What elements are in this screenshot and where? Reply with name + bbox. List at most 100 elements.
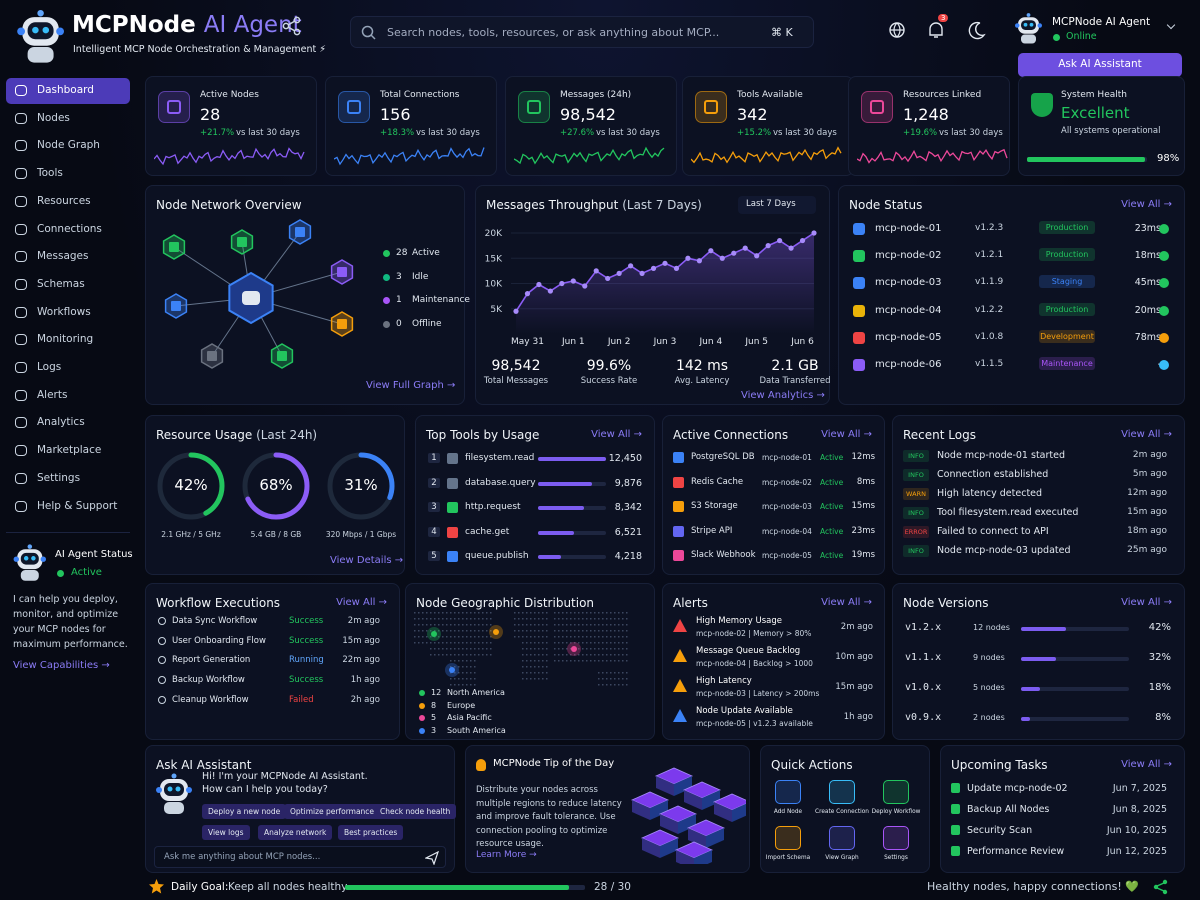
task-checkbox[interactable] — [951, 804, 960, 814]
suggestion-chip[interactable]: Optimize performance — [284, 804, 381, 819]
map-dot — [458, 630, 460, 632]
nav-item[interactable]: Workflows — [6, 300, 130, 326]
map-dot — [594, 660, 596, 662]
nav-item[interactable]: Logs — [6, 355, 130, 381]
map-dot — [514, 612, 516, 614]
view-capabilities-link[interactable]: View Capabilities → — [13, 660, 110, 671]
action-button[interactable] — [883, 780, 909, 804]
nav-item[interactable]: Help & Support — [6, 494, 130, 520]
map-dot — [470, 672, 472, 674]
map-dot — [622, 654, 624, 656]
workflow-name: Report Generation — [172, 655, 251, 666]
view-all-link[interactable]: View All → — [1121, 199, 1172, 210]
action-button[interactable] — [775, 780, 801, 804]
view-all-link[interactable]: View All → — [821, 429, 872, 440]
card-subtitle: (Last 7 Days) — [622, 198, 702, 212]
user-name: MCPNode AI Agent — [1052, 16, 1151, 28]
nav-item[interactable]: Dashboard — [6, 78, 130, 104]
summary-value: 142 ms — [675, 358, 729, 374]
view-full-graph-link[interactable]: View Full Graph → — [366, 380, 456, 391]
view-all-link[interactable]: View All → — [336, 597, 387, 608]
nav-item[interactable]: Analytics — [6, 410, 130, 436]
graphic — [414, 612, 628, 686]
stat-period: vs last 30 days — [596, 128, 660, 138]
suggestion-chip[interactable]: View logs — [202, 825, 250, 840]
view-all-link[interactable]: View All → — [1121, 759, 1172, 770]
health-percent: 98% — [1157, 153, 1180, 164]
suggestion-chip[interactable]: Analyze network — [258, 825, 333, 840]
view-all-link[interactable]: View All → — [1121, 597, 1172, 608]
task-checkbox[interactable] — [951, 783, 960, 793]
action-button[interactable] — [883, 826, 909, 850]
map-dot — [554, 660, 556, 662]
suggestion-chip[interactable]: Deploy a new node — [202, 804, 287, 819]
nav-item[interactable]: Schemas — [6, 272, 130, 298]
map-dot — [414, 612, 416, 614]
view-all-link[interactable]: View All → — [591, 429, 642, 440]
map-dot — [558, 642, 560, 644]
server-side — [656, 776, 674, 796]
map-dot — [558, 618, 560, 620]
point — [616, 270, 622, 276]
tool-bar-fill — [538, 555, 562, 559]
map-dot — [526, 618, 528, 620]
nav-item[interactable]: Resources — [6, 189, 130, 215]
map-dot — [474, 624, 476, 626]
map-dot — [582, 630, 584, 632]
action-button[interactable] — [775, 826, 801, 850]
map-dot — [546, 612, 548, 614]
nav-item[interactable]: Alerts — [6, 383, 130, 409]
task-checkbox[interactable] — [951, 846, 960, 856]
notification-badge: 3 — [938, 14, 949, 22]
view-details-link[interactable]: View Details → — [330, 555, 404, 566]
suggestion-chip[interactable]: Check node health — [374, 804, 457, 819]
nav-item[interactable]: Connections — [6, 217, 130, 243]
nav-item[interactable]: Settings — [6, 466, 130, 492]
map-dot — [486, 642, 488, 644]
map-dot — [542, 642, 544, 644]
map-dot — [466, 636, 468, 638]
learn-more-link[interactable]: Learn More → — [476, 850, 537, 860]
action-button[interactable] — [829, 780, 855, 804]
nav-item[interactable]: Tools — [6, 161, 130, 187]
point — [605, 275, 611, 282]
map-dot — [450, 624, 452, 626]
version-percent: 32% — [1148, 652, 1171, 663]
search-box[interactable]: Search nodes, tools, resources, or ask a… — [350, 16, 814, 48]
map-dot — [602, 630, 604, 632]
nav-item[interactable]: Monitoring — [6, 327, 130, 353]
map-dot — [490, 624, 492, 626]
map-dot — [578, 618, 580, 620]
log-message: Connection established — [937, 469, 1049, 480]
ask-ai-button[interactable]: Ask AI Assistant — [1018, 53, 1182, 77]
map-dot — [430, 642, 432, 644]
stat-value: 342 — [737, 105, 768, 124]
map-dot — [490, 612, 492, 614]
map-dot — [450, 660, 452, 662]
chat-input[interactable]: Ask me anything about MCP nodes... — [154, 846, 446, 868]
task-checkbox[interactable] — [951, 825, 960, 835]
map-dot — [514, 630, 516, 632]
suggestion-chip[interactable]: Best practices — [338, 825, 404, 840]
map-dot — [450, 642, 452, 644]
nav-item[interactable]: Nodes — [6, 106, 130, 132]
nav-item[interactable]: Node Graph — [6, 133, 130, 159]
map-dot — [466, 612, 468, 614]
map-dot — [454, 672, 456, 674]
map-dot — [534, 630, 536, 632]
view-all-link[interactable]: View All → — [821, 597, 872, 608]
log-time: 12m ago — [1127, 488, 1167, 498]
graphic — [17, 9, 64, 63]
map-dot — [570, 660, 572, 662]
robot-ear — [156, 787, 162, 793]
map-dot — [522, 648, 524, 650]
card-subtitle: (Last 24h) — [256, 428, 318, 442]
view-all-link[interactable]: View All → — [1121, 429, 1172, 440]
action-button[interactable] — [829, 826, 855, 850]
range-dropdown[interactable]: Last 7 Days — [738, 196, 816, 214]
nav-item[interactable]: Messages — [6, 244, 130, 270]
view-analytics-link[interactable]: View Analytics → — [741, 390, 825, 401]
card-title: Node Geographic Distribution — [416, 596, 595, 610]
nav-item[interactable]: Marketplace — [6, 438, 130, 464]
workflow-status: Success — [289, 616, 324, 626]
